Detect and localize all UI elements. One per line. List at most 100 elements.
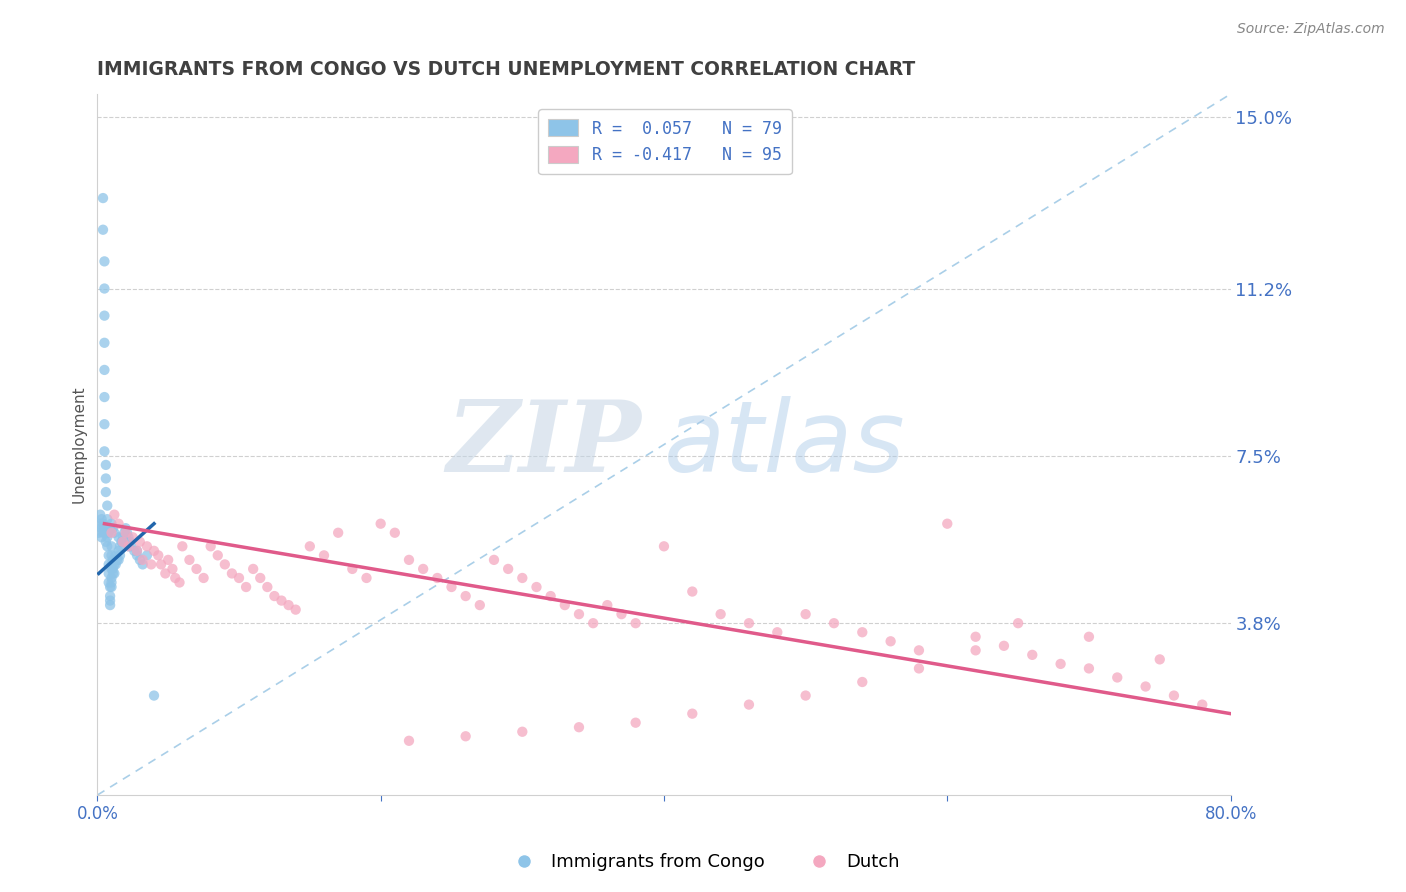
Text: Source: ZipAtlas.com: Source: ZipAtlas.com	[1237, 22, 1385, 37]
Point	[582, 616, 605, 631]
Point	[256, 580, 278, 594]
Point	[131, 553, 153, 567]
Point	[117, 530, 139, 544]
Point	[426, 571, 449, 585]
Point	[766, 625, 789, 640]
Point	[89, 508, 111, 522]
Point	[526, 580, 548, 594]
Point	[596, 598, 619, 612]
Point	[1049, 657, 1071, 671]
Point	[93, 444, 115, 458]
Point	[103, 525, 125, 540]
Point	[112, 525, 135, 540]
Point	[111, 534, 134, 549]
Point	[108, 549, 131, 563]
Point	[128, 553, 150, 567]
Point	[91, 191, 114, 205]
Point	[100, 558, 122, 572]
Point	[794, 607, 817, 622]
Point	[200, 539, 222, 553]
Point	[1149, 652, 1171, 666]
Point	[1021, 648, 1043, 662]
Point	[312, 549, 335, 563]
Point	[136, 549, 159, 563]
Point	[125, 549, 148, 563]
Point	[1107, 670, 1129, 684]
Point	[454, 589, 477, 603]
Point	[936, 516, 959, 531]
Point	[100, 525, 122, 540]
Point	[117, 539, 139, 553]
Point	[93, 521, 115, 535]
Point	[370, 516, 392, 531]
Point	[342, 562, 364, 576]
Text: IMMIGRANTS FROM CONGO VS DUTCH UNEMPLOYMENT CORRELATION CHART: IMMIGRANTS FROM CONGO VS DUTCH UNEMPLOYM…	[97, 60, 915, 78]
Point	[468, 598, 491, 612]
Point	[1077, 661, 1099, 675]
Point	[193, 571, 215, 585]
Point	[100, 549, 122, 563]
Point	[141, 558, 163, 572]
Point	[738, 698, 761, 712]
Point	[908, 661, 931, 675]
Point	[681, 584, 703, 599]
Point	[97, 549, 120, 563]
Point	[91, 525, 114, 540]
Point	[94, 525, 117, 540]
Point	[540, 589, 562, 603]
Point	[851, 625, 873, 640]
Point	[148, 549, 170, 563]
Point	[103, 508, 125, 522]
Point	[496, 562, 519, 576]
Point	[100, 575, 122, 590]
Text: ZIP: ZIP	[446, 396, 641, 492]
Point	[93, 390, 115, 404]
Point	[228, 571, 250, 585]
Point	[624, 715, 647, 730]
Point	[90, 512, 112, 526]
Point	[94, 471, 117, 485]
Point	[96, 539, 118, 553]
Point	[207, 549, 229, 563]
Point	[143, 544, 166, 558]
Point	[114, 521, 136, 535]
Point	[98, 580, 121, 594]
Point	[97, 566, 120, 581]
Point	[122, 544, 145, 558]
Point	[96, 512, 118, 526]
Point	[624, 616, 647, 631]
Point	[96, 499, 118, 513]
Point	[284, 602, 307, 616]
Point	[101, 566, 124, 581]
Point	[214, 558, 236, 572]
Point	[118, 534, 141, 549]
Point	[186, 562, 208, 576]
Point	[155, 566, 177, 581]
Point	[101, 521, 124, 535]
Point	[398, 553, 420, 567]
Point	[143, 689, 166, 703]
Point	[117, 539, 139, 553]
Point	[94, 458, 117, 472]
Point	[482, 553, 505, 567]
Point	[510, 571, 533, 585]
Point	[356, 571, 378, 585]
Point	[851, 675, 873, 690]
Point	[108, 539, 131, 553]
Point	[98, 521, 121, 535]
Point	[107, 530, 129, 544]
Point	[328, 525, 350, 540]
Point	[412, 562, 434, 576]
Point	[965, 630, 987, 644]
Point	[125, 544, 148, 558]
Point	[879, 634, 901, 648]
Point	[111, 530, 134, 544]
Point	[125, 544, 148, 558]
Point	[114, 525, 136, 540]
Point	[568, 607, 591, 622]
Point	[1163, 689, 1185, 703]
Point	[162, 562, 184, 576]
Point	[150, 558, 173, 572]
Point	[263, 589, 285, 603]
Point	[89, 516, 111, 531]
